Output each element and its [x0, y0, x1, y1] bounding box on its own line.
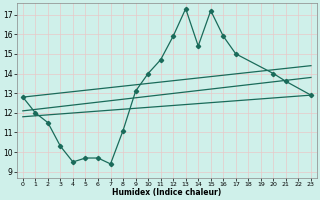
X-axis label: Humidex (Indice chaleur): Humidex (Indice chaleur): [112, 188, 221, 197]
